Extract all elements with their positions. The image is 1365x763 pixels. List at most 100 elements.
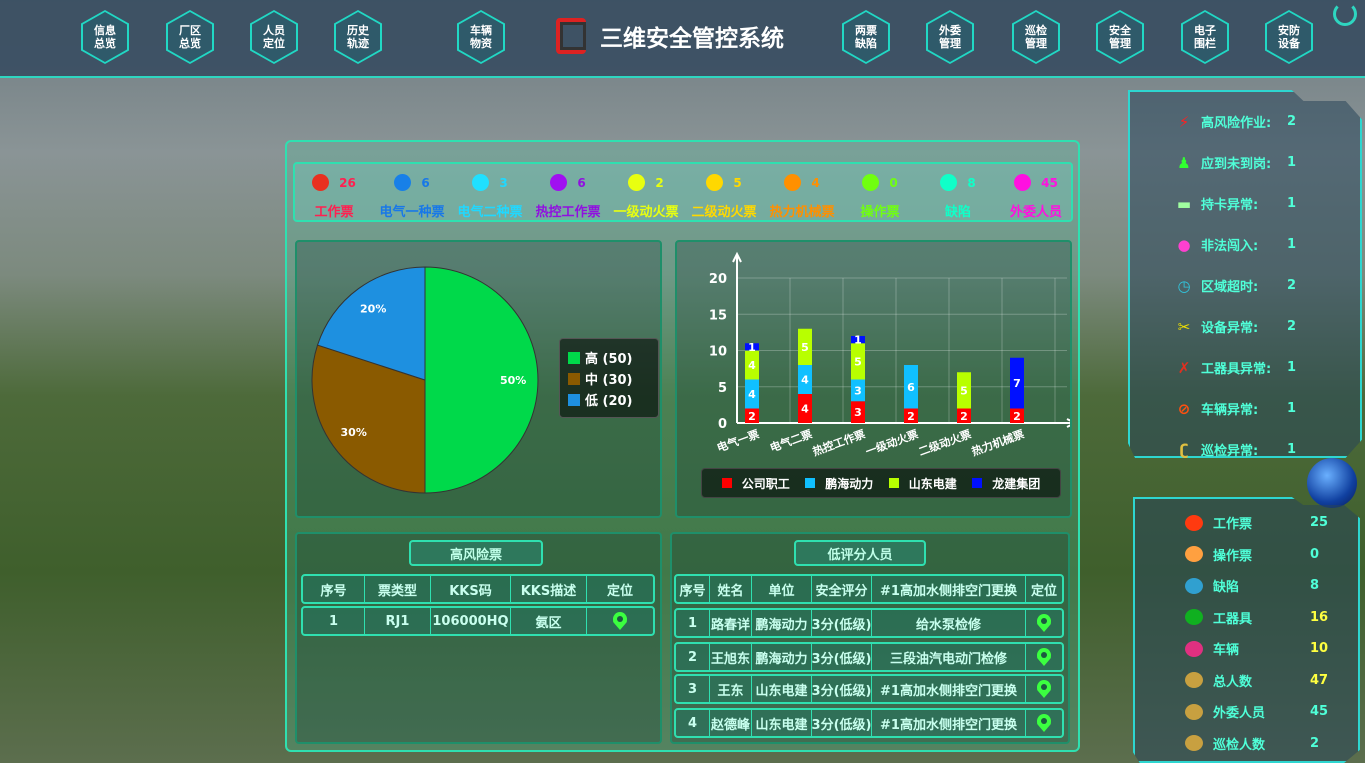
low-score-title: 低评分人员 [794, 540, 926, 566]
column-header: 票类型 [365, 576, 431, 602]
alarm-item[interactable]: ✂ 设备异常: 2 [1175, 317, 1296, 337]
bar-segment[interactable] [1010, 357, 1024, 409]
stat-item[interactable]: 工作票 25 [1185, 513, 1328, 532]
legend-item[interactable]: 0 操作票 [841, 172, 919, 220]
table-row[interactable]: 1 路春详 鹏海动力 3分(低级) 给水泵检修 [674, 608, 1064, 638]
bar-segment[interactable] [745, 408, 759, 424]
bar-segment[interactable] [745, 343, 759, 351]
legend-item[interactable]: 8 缺陷 [919, 172, 997, 220]
power-icon[interactable] [1333, 2, 1357, 26]
legend-item[interactable]: 5 二级动火票 [685, 172, 763, 220]
alarm-item[interactable]: ✗ 工器具异常: 1 [1175, 358, 1296, 378]
legend-item[interactable]: 26 工作票 [295, 172, 373, 220]
table-row[interactable]: 2 王旭东 鹏海动力 3分(低级) 三段油汽电动门检修 [674, 642, 1064, 672]
bar-segment[interactable] [851, 379, 865, 402]
nav-label: 安全管理 [1098, 12, 1142, 62]
alarm-label: 高风险作业: [1201, 116, 1272, 131]
legend-item[interactable]: 6 热控工作票 [529, 172, 607, 220]
stat-value: 16 [1310, 609, 1329, 625]
bar-segment[interactable] [1010, 408, 1024, 424]
bar-value-label: 6 [907, 381, 915, 394]
alarm-label: 工器具异常: [1201, 362, 1272, 377]
nav-label: 外委管理 [928, 12, 972, 62]
table-row[interactable]: 4 赵德峰 山东电建 3分(低级) #1高加水侧排空门更换 [674, 708, 1064, 738]
globe-icon[interactable] [1307, 458, 1357, 508]
alarm-value: 1 [1287, 196, 1297, 211]
stat-item[interactable]: 操作票 0 [1185, 545, 1319, 564]
legend-dot-icon [550, 174, 568, 191]
alarm-item[interactable]: ♟ 应到未到岗: 1 [1175, 153, 1296, 173]
legend-dot-icon [472, 174, 490, 191]
nav-nav_right-1[interactable]: 外委管理 [926, 10, 974, 64]
nav-nav_right-2[interactable]: 巡检管理 [1012, 10, 1060, 64]
locate-button[interactable] [1026, 644, 1062, 670]
stat-item[interactable]: 总人数 47 [1185, 671, 1328, 690]
nav-nav_right-3[interactable]: 安全管理 [1096, 10, 1144, 64]
pie-legend-item: 高 (50) [568, 347, 650, 368]
alarm-item[interactable]: ⚡ 高风险作业: 2 [1175, 112, 1296, 132]
nav-nav_left-4[interactable]: 车辆物资 [457, 10, 505, 64]
legend-label: 一级动火票 [613, 205, 679, 220]
locate-button[interactable] [1026, 676, 1062, 702]
pie-legend-label: 中 (30) [585, 373, 633, 388]
legend-item[interactable]: 4 热力机械票 [763, 172, 841, 220]
table-row[interactable]: 3 王东 山东电建 3分(低级) #1高加水侧排空门更换 [674, 674, 1064, 704]
nav-nav_left-0[interactable]: 信息总览 [81, 10, 129, 64]
alarm-item[interactable]: ◷ 区域超时: 2 [1175, 276, 1296, 296]
alarm-value: 2 [1287, 319, 1297, 334]
locate-button[interactable] [587, 608, 653, 634]
clock-icon: ◷ [1177, 276, 1191, 295]
stat-item[interactable]: 外委人员 45 [1185, 702, 1328, 721]
bar-segment[interactable] [745, 379, 759, 409]
x-tick-label: 一级动火票 [864, 427, 920, 459]
bar-value-label: 2 [748, 410, 756, 423]
top-header: 信息总览 厂区总览 人员定位 历史轨迹 车辆物资 两票缺陷 外委管理 巡检管理 安全管理 电子围栏… [0, 0, 1365, 78]
nav-nav_left-3[interactable]: 历史轨迹 [334, 10, 382, 64]
bar-value-label: 2 [960, 410, 968, 423]
locate-button[interactable] [1026, 710, 1062, 736]
bar-segment[interactable] [957, 408, 971, 424]
table-cell: 三段油汽电动门检修 [872, 644, 1026, 670]
nav-label: 安防设备 [1267, 12, 1311, 62]
bar-segment[interactable] [904, 408, 918, 424]
table-cell: 1 [676, 610, 710, 636]
legend-item[interactable]: 45 外委人员 [997, 172, 1075, 220]
bar-segment[interactable] [798, 365, 812, 394]
alarm-item[interactable]: ▬ 持卡异常: 1 [1175, 194, 1296, 214]
locate-button[interactable] [1026, 610, 1062, 636]
nav-nav_right-4[interactable]: 电子围栏 [1181, 10, 1229, 64]
nav-nav_right-0[interactable]: 两票缺陷 [842, 10, 890, 64]
alarm-item[interactable]: ʗ 巡检异常: 1 [1175, 440, 1296, 459]
bar-segment[interactable] [851, 343, 865, 380]
legend-item[interactable]: 2 一级动火票 [607, 172, 685, 220]
stat-item[interactable]: 巡检人数 2 [1185, 734, 1319, 753]
legend-item[interactable]: 6 电气一种票 [373, 172, 451, 220]
stat-item[interactable]: 车辆 10 [1185, 639, 1328, 658]
bar-segment[interactable] [904, 365, 918, 409]
stat-item[interactable]: 工器具 16 [1185, 608, 1328, 627]
stat-item[interactable]: 缺陷 8 [1185, 576, 1319, 595]
bar-segment[interactable] [957, 372, 971, 409]
table-cell: 2 [676, 644, 710, 670]
bar-segment[interactable] [798, 328, 812, 365]
bar-segment[interactable] [798, 394, 812, 423]
nav-nav_right-5[interactable]: 安防设备 [1265, 10, 1313, 64]
pie-slice-中[interactable] [311, 344, 426, 494]
stat-label: 巡检人数 [1213, 737, 1266, 753]
pie-slice-低[interactable] [316, 266, 426, 381]
alarm-item[interactable]: ⊘ 车辆异常: 1 [1175, 399, 1296, 419]
nav-nav_left-1[interactable]: 厂区总览 [166, 10, 214, 64]
bar-segment[interactable] [851, 401, 865, 423]
alarm-item[interactable]: ● 非法闯入: 1 [1175, 235, 1296, 255]
column-header: KKS描述 [511, 576, 587, 602]
legend-count: 26 [339, 175, 356, 190]
legend-item[interactable]: 3 电气二种票 [451, 172, 529, 220]
pie-slice-高[interactable] [424, 266, 539, 494]
table-row[interactable]: 1 RJ1 106000HQ 氨区 [301, 606, 655, 636]
bar-segment[interactable] [745, 350, 759, 380]
nav-label: 人员定位 [252, 12, 296, 62]
bar-segment[interactable] [851, 336, 865, 344]
low-score-panel: 低评分人员 序号 姓名 单位 安全评分 #1高加水侧排空门更换 定位 1 路春详 鹏海动力 3分(… [670, 532, 1070, 744]
column-header: 姓名 [710, 576, 752, 602]
nav-nav_left-2[interactable]: 人员定位 [250, 10, 298, 64]
